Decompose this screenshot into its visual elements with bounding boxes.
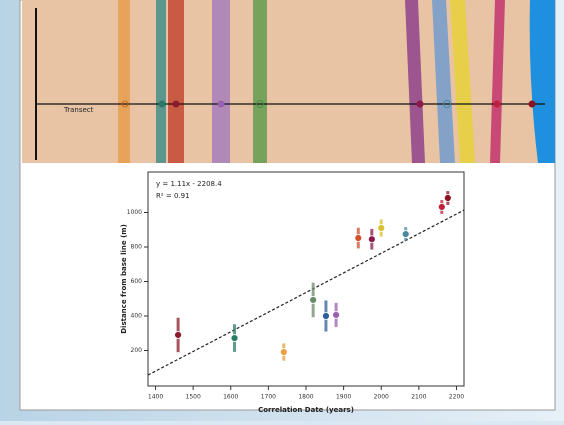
- point: [378, 225, 385, 232]
- band: [156, 0, 166, 163]
- x-axis-label: Correlation Date (years): [258, 406, 354, 414]
- map-ground: [22, 0, 555, 163]
- map-panel: Transect: [22, 0, 555, 163]
- point: [402, 231, 409, 238]
- x-tick-label: 2000: [374, 394, 389, 401]
- x-tick-label: 1700: [261, 394, 276, 401]
- point: [175, 331, 182, 338]
- figure: Transect y = 1.11x - 2208.4 R² = 0.91 Co…: [0, 0, 564, 421]
- band: [168, 0, 184, 163]
- point: [231, 335, 238, 342]
- point: [355, 235, 362, 242]
- site-marker: [159, 101, 166, 108]
- x-tick-label: 1900: [336, 394, 351, 401]
- point: [444, 195, 451, 202]
- y-tick-label: 200: [131, 347, 143, 354]
- band: [253, 0, 267, 163]
- y-tick-label: 600: [131, 278, 143, 285]
- site-marker: [218, 101, 225, 108]
- point: [280, 349, 287, 356]
- x-tick-label: 2200: [449, 394, 464, 401]
- point: [368, 236, 375, 243]
- site-marker: [173, 101, 180, 108]
- r-squared: R² = 0.91: [156, 192, 190, 200]
- page: {"chart_data": { "type": "scatter", "equ…: [0, 0, 564, 421]
- y-tick-label: 1000: [127, 209, 142, 216]
- site-marker: [417, 101, 424, 108]
- panel-label: Transect: [63, 106, 94, 114]
- y-axis-label: Distance from base line (m): [120, 224, 128, 334]
- plot-frame: [148, 172, 464, 386]
- equation: y = 1.11x - 2208.4: [156, 180, 222, 188]
- x-tick-label: 2100: [411, 394, 426, 401]
- x-tick-label: 1400: [148, 394, 163, 401]
- point: [438, 203, 445, 210]
- band: [212, 0, 230, 163]
- point: [333, 311, 340, 318]
- y-tick-label: 800: [131, 244, 143, 251]
- point: [322, 313, 329, 320]
- site-marker: [529, 101, 536, 108]
- site-marker: [494, 101, 501, 108]
- point: [310, 296, 317, 303]
- y-tick-label: 400: [131, 313, 143, 320]
- x-tick-label: 1800: [298, 394, 313, 401]
- x-tick-label: 1600: [223, 394, 238, 401]
- band: [118, 0, 130, 163]
- x-tick-label: 1500: [186, 394, 201, 401]
